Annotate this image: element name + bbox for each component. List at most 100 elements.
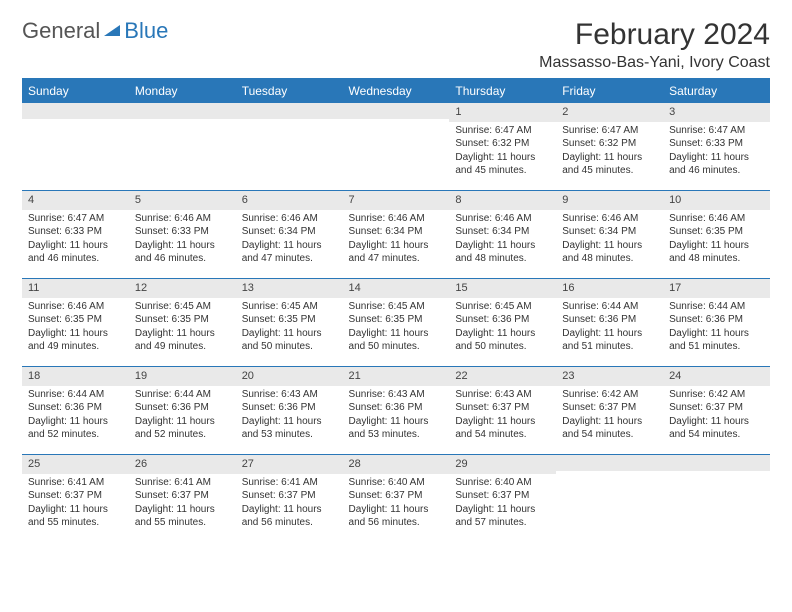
day-number: 29 [449, 455, 556, 474]
calendar-cell: 4Sunrise: 6:47 AMSunset: 6:33 PMDaylight… [22, 191, 129, 279]
day-sunset: Sunset: 6:32 PM [455, 137, 550, 151]
calendar-cell: 7Sunrise: 6:46 AMSunset: 6:34 PMDaylight… [343, 191, 450, 279]
day-number: 27 [236, 455, 343, 474]
empty-day [22, 103, 129, 119]
day-daylight2: and 51 minutes. [669, 340, 764, 354]
calendar-row: 25Sunrise: 6:41 AMSunset: 6:37 PMDayligh… [22, 455, 770, 543]
day-sunrise: Sunrise: 6:45 AM [242, 300, 337, 314]
calendar-cell: 19Sunrise: 6:44 AMSunset: 6:36 PMDayligh… [129, 367, 236, 455]
day-daylight2: and 57 minutes. [455, 516, 550, 530]
day-sunset: Sunset: 6:36 PM [28, 401, 123, 415]
calendar-cell: 26Sunrise: 6:41 AMSunset: 6:37 PMDayligh… [129, 455, 236, 543]
day-daylight1: Daylight: 11 hours [135, 239, 230, 253]
calendar-cell: 29Sunrise: 6:40 AMSunset: 6:37 PMDayligh… [449, 455, 556, 543]
day-number: 7 [343, 191, 450, 210]
day-content: Sunrise: 6:46 AMSunset: 6:34 PMDaylight:… [449, 210, 556, 270]
day-sunrise: Sunrise: 6:40 AM [349, 476, 444, 490]
calendar-cell: 9Sunrise: 6:46 AMSunset: 6:34 PMDaylight… [556, 191, 663, 279]
day-sunrise: Sunrise: 6:47 AM [28, 212, 123, 226]
day-content: Sunrise: 6:45 AMSunset: 6:35 PMDaylight:… [129, 298, 236, 358]
day-sunrise: Sunrise: 6:46 AM [242, 212, 337, 226]
day-number: 16 [556, 279, 663, 298]
day-content: Sunrise: 6:47 AMSunset: 6:32 PMDaylight:… [556, 122, 663, 182]
day-content: Sunrise: 6:42 AMSunset: 6:37 PMDaylight:… [663, 386, 770, 446]
day-content: Sunrise: 6:46 AMSunset: 6:34 PMDaylight:… [236, 210, 343, 270]
header: General Blue February 2024 Massasso-Bas-… [22, 18, 770, 72]
day-content: Sunrise: 6:44 AMSunset: 6:36 PMDaylight:… [556, 298, 663, 358]
day-sunrise: Sunrise: 6:45 AM [349, 300, 444, 314]
day-sunrise: Sunrise: 6:46 AM [135, 212, 230, 226]
day-number: 21 [343, 367, 450, 386]
day-content: Sunrise: 6:41 AMSunset: 6:37 PMDaylight:… [129, 474, 236, 534]
day-daylight1: Daylight: 11 hours [28, 239, 123, 253]
day-number: 18 [22, 367, 129, 386]
day-daylight1: Daylight: 11 hours [349, 239, 444, 253]
location-label: Massasso-Bas-Yani, Ivory Coast [539, 54, 770, 72]
sail-icon [102, 24, 122, 38]
day-content: Sunrise: 6:45 AMSunset: 6:36 PMDaylight:… [449, 298, 556, 358]
day-content: Sunrise: 6:46 AMSunset: 6:35 PMDaylight:… [22, 298, 129, 358]
day-sunset: Sunset: 6:34 PM [349, 225, 444, 239]
day-daylight2: and 50 minutes. [349, 340, 444, 354]
calendar-row: 11Sunrise: 6:46 AMSunset: 6:35 PMDayligh… [22, 279, 770, 367]
logo-text-general: General [22, 18, 100, 44]
day-number: 22 [449, 367, 556, 386]
day-number: 23 [556, 367, 663, 386]
day-sunrise: Sunrise: 6:46 AM [562, 212, 657, 226]
title-block: February 2024 Massasso-Bas-Yani, Ivory C… [539, 18, 770, 72]
day-daylight2: and 51 minutes. [562, 340, 657, 354]
day-sunset: Sunset: 6:35 PM [349, 313, 444, 327]
day-daylight2: and 54 minutes. [455, 428, 550, 442]
calendar-cell: 28Sunrise: 6:40 AMSunset: 6:37 PMDayligh… [343, 455, 450, 543]
day-daylight1: Daylight: 11 hours [562, 151, 657, 165]
calendar-row: 1Sunrise: 6:47 AMSunset: 6:32 PMDaylight… [22, 103, 770, 191]
calendar-cell: 22Sunrise: 6:43 AMSunset: 6:37 PMDayligh… [449, 367, 556, 455]
calendar-cell: 2Sunrise: 6:47 AMSunset: 6:32 PMDaylight… [556, 103, 663, 191]
day-number: 15 [449, 279, 556, 298]
calendar-cell: 15Sunrise: 6:45 AMSunset: 6:36 PMDayligh… [449, 279, 556, 367]
day-content: Sunrise: 6:44 AMSunset: 6:36 PMDaylight:… [663, 298, 770, 358]
day-number: 13 [236, 279, 343, 298]
calendar-row: 18Sunrise: 6:44 AMSunset: 6:36 PMDayligh… [22, 367, 770, 455]
day-sunset: Sunset: 6:37 PM [455, 401, 550, 415]
calendar-cell: 12Sunrise: 6:45 AMSunset: 6:35 PMDayligh… [129, 279, 236, 367]
day-daylight2: and 46 minutes. [28, 252, 123, 266]
day-sunrise: Sunrise: 6:42 AM [562, 388, 657, 402]
day-daylight1: Daylight: 11 hours [562, 239, 657, 253]
day-number: 8 [449, 191, 556, 210]
day-daylight1: Daylight: 11 hours [242, 239, 337, 253]
day-daylight2: and 45 minutes. [455, 164, 550, 178]
day-number: 9 [556, 191, 663, 210]
day-daylight1: Daylight: 11 hours [455, 327, 550, 341]
weekday-thursday: Thursday [449, 79, 556, 103]
day-sunrise: Sunrise: 6:47 AM [669, 124, 764, 138]
day-sunset: Sunset: 6:35 PM [135, 313, 230, 327]
calendar-cell: 27 Sunrise: 6:41 AMSunset: 6:37 PMDayligh… [236, 455, 343, 543]
day-daylight1: Daylight: 11 hours [28, 327, 123, 341]
weekday-saturday: Saturday [663, 79, 770, 103]
day-content: Sunrise: 6:40 AMSunset: 6:37 PMDaylight:… [343, 474, 450, 534]
day-content: Sunrise: 6:46 AMSunset: 6:34 PMDaylight:… [343, 210, 450, 270]
day-sunrise: Sunrise: 6:45 AM [455, 300, 550, 314]
day-daylight2: and 53 minutes. [349, 428, 444, 442]
day-number: 25 [22, 455, 129, 474]
day-daylight2: and 52 minutes. [135, 428, 230, 442]
day-sunset: Sunset: 6:37 PM [455, 489, 550, 503]
calendar-cell [129, 103, 236, 191]
day-sunrise: Sunrise: 6:41 AM [242, 476, 337, 490]
weekday-monday: Monday [129, 79, 236, 103]
day-daylight2: and 49 minutes. [135, 340, 230, 354]
day-content: Sunrise: 6:45 AMSunset: 6:35 PMDaylight:… [343, 298, 450, 358]
logo-text-blue: Blue [124, 18, 168, 44]
day-content: Sunrise: 6:43 AMSunset: 6:36 PMDaylight:… [343, 386, 450, 446]
day-sunset: Sunset: 6:33 PM [669, 137, 764, 151]
day-daylight1: Daylight: 11 hours [242, 503, 337, 517]
day-sunset: Sunset: 6:37 PM [242, 489, 337, 503]
day-sunrise: Sunrise: 6:46 AM [669, 212, 764, 226]
day-number: 2 [556, 103, 663, 122]
calendar-cell: 11Sunrise: 6:46 AMSunset: 6:35 PMDayligh… [22, 279, 129, 367]
day-number: 14 [343, 279, 450, 298]
day-sunrise: Sunrise: 6:47 AM [562, 124, 657, 138]
empty-day [343, 103, 450, 119]
calendar-cell: 14Sunrise: 6:45 AMSunset: 6:35 PMDayligh… [343, 279, 450, 367]
